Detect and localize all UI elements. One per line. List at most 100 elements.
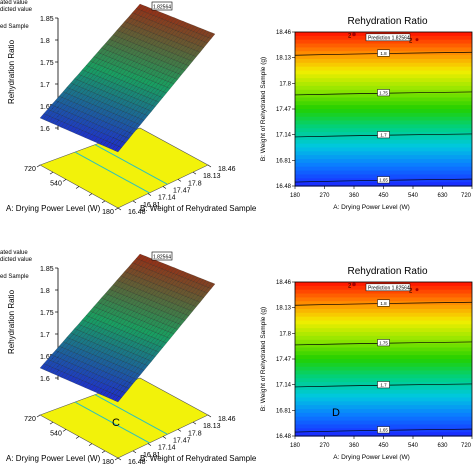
- x-tick-label: 630: [437, 443, 448, 449]
- contour-label: 1.8: [380, 51, 387, 56]
- contour-label-box: [377, 299, 390, 307]
- contour-band: [295, 147, 472, 152]
- contour-band: [295, 401, 472, 406]
- contour-band: [295, 182, 472, 187]
- z-tick-label: 1.8: [40, 288, 50, 295]
- y-tick-label: 18.13: [276, 306, 292, 312]
- contour-band: [295, 116, 472, 122]
- contour-label-box: [377, 426, 390, 434]
- legend-below: dicted value: [0, 257, 33, 263]
- a-tick: [49, 421, 54, 425]
- peak-label: 1.82564: [153, 5, 171, 11]
- surface-panel-0: 1.6 1.65 1.7 1.75 1.8 1.85 Rehydration Ratio 1.…: [0, 0, 257, 216]
- y-tick-label: 17.14: [276, 383, 292, 389]
- contour-band: [295, 374, 472, 379]
- peak-label: 1.82564: [153, 255, 171, 261]
- legend-below: dicted value: [0, 7, 33, 13]
- b-tick: [132, 450, 137, 454]
- contour-band: [295, 124, 472, 129]
- a-tick-label: 180: [102, 209, 114, 216]
- contour-label: 1.8: [380, 301, 387, 306]
- contour-band: [295, 162, 472, 168]
- a-tick: [49, 171, 54, 175]
- a-tick: [75, 186, 80, 189]
- b-tick-label: 16.81: [143, 452, 161, 459]
- contour-band: [295, 335, 472, 341]
- contour-band: [295, 347, 472, 352]
- contour-label: 1.7: [380, 382, 387, 387]
- contour-label-box: [377, 176, 390, 184]
- y-tick-label: 16.81: [276, 158, 292, 164]
- a-tick: [36, 164, 41, 168]
- contour-band: [295, 359, 472, 364]
- z-tick-label: 1.8: [40, 38, 50, 45]
- contour-band: [295, 320, 472, 325]
- z-axis-title: Rehydration Ratio: [7, 289, 16, 354]
- contour-label: 1.75: [379, 340, 388, 345]
- z-tick-label: 1.75: [40, 310, 54, 317]
- b-tick: [192, 171, 197, 175]
- x-tick-label: 630: [437, 193, 448, 199]
- x-tick-label: 450: [378, 443, 389, 449]
- b-tick-label: 18.13: [203, 423, 221, 430]
- contour-band: [295, 143, 472, 149]
- contour-label-box: [377, 89, 390, 97]
- contour-band: [295, 328, 472, 333]
- b-tick: [117, 457, 122, 461]
- a-tick-label: 180: [102, 459, 114, 466]
- contour-band: [295, 370, 472, 375]
- contour-band: [295, 355, 472, 360]
- b-tick-label: 18.13: [203, 173, 221, 180]
- y-tick-label: 16.48: [276, 184, 292, 190]
- y-tick-label: 17.8: [279, 331, 291, 337]
- a-tick: [101, 200, 106, 204]
- x-axis-title: A: Drying Power Level (W): [333, 204, 410, 211]
- x-tick-label: 270: [319, 443, 330, 449]
- contour-band: [295, 101, 472, 106]
- peak-label-box: [151, 1, 173, 11]
- x-tick-label: 360: [349, 443, 360, 449]
- x-tick-label: 720: [461, 443, 472, 449]
- prediction-box: [365, 283, 411, 292]
- contour-band: [295, 39, 472, 45]
- chart-title: Rehydration Ratio: [347, 16, 427, 27]
- contour-band: [295, 308, 472, 314]
- z-tick-label: 1.7: [40, 82, 50, 89]
- z-tick-label: 1.65: [40, 104, 54, 111]
- contour-band: [295, 312, 472, 318]
- b-tick: [192, 421, 197, 425]
- contour-band: [295, 393, 472, 399]
- contour-band: [295, 74, 472, 79]
- contour-band: [295, 120, 472, 125]
- contour-band: [295, 366, 472, 372]
- contour-band: [295, 170, 472, 176]
- a-tick: [88, 443, 93, 446]
- x-tick-label: 270: [319, 193, 330, 199]
- contour-band: [295, 55, 472, 60]
- contour-band: [295, 409, 472, 414]
- contour-band: [295, 62, 472, 68]
- b-tick-label: 17.8: [188, 180, 202, 187]
- contour-band: [295, 412, 472, 418]
- b-tick-label: 18.46: [218, 416, 236, 423]
- a-tick: [114, 457, 119, 461]
- x-tick-label: 180: [290, 193, 301, 199]
- contour-band: [295, 78, 472, 83]
- prediction-point: [352, 282, 356, 287]
- contour-band: [295, 109, 472, 114]
- b-tick-label: 17.14: [158, 195, 176, 202]
- b-tick: [207, 414, 212, 418]
- z-tick-label: 1.7: [40, 332, 50, 339]
- contour-label-box: [377, 49, 390, 57]
- surface-cell: [208, 282, 216, 289]
- contour-band: [295, 97, 472, 102]
- point-count: 2: [348, 283, 352, 289]
- z-axis-title: Rehydration Ratio: [7, 39, 16, 104]
- x-tick-label: 540: [408, 443, 419, 449]
- a-tick: [88, 193, 93, 196]
- b-tick: [147, 193, 152, 196]
- contour-band: [295, 316, 472, 322]
- y-tick-label: 17.47: [276, 357, 292, 363]
